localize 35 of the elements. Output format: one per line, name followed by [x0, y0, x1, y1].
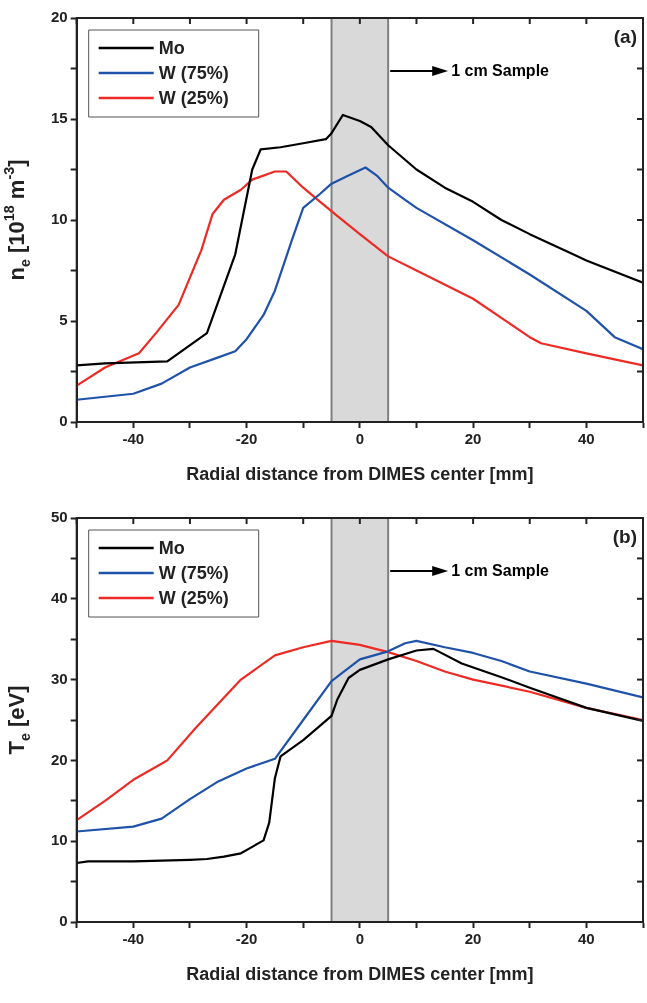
x-tick-label: -20	[235, 930, 258, 948]
y-tick-label: 10	[51, 831, 68, 849]
y-tick-label: 30	[51, 669, 68, 687]
legend-label: Mo	[158, 37, 185, 58]
legend-label: Mo	[158, 537, 185, 558]
y-tick-label: 50	[51, 508, 68, 526]
x-tick-label: -40	[122, 930, 145, 948]
band-label: 1 cm Sample	[451, 62, 550, 80]
y-tick-label: 20	[51, 8, 68, 26]
x-axis-title: Radial distance from DIMES center [mm]	[186, 964, 534, 984]
y-tick-label: 40	[51, 588, 68, 606]
legend-label: W (75%)	[158, 562, 229, 583]
x-tick-label: 20	[464, 430, 482, 448]
x-tick-label: -20	[235, 430, 258, 448]
annotation: (b)	[612, 525, 637, 547]
y-tick-label: 0	[59, 412, 68, 430]
x-tick-label: 20	[464, 930, 482, 948]
x-tick-label: -40	[122, 430, 145, 448]
y-tick-label: 0	[59, 912, 68, 930]
annotation: (a)	[613, 25, 637, 47]
y-tick-label: 15	[51, 109, 68, 127]
band-label: 1 cm Sample	[451, 562, 550, 580]
x-tick-label: 40	[578, 930, 595, 948]
y-axis-title: ne [1018 m-3]	[1, 159, 33, 281]
y-tick-label: 10	[51, 210, 68, 228]
legend-label: W (25%)	[158, 587, 229, 608]
x-tick-label: 0	[355, 930, 365, 948]
x-tick-label: 40	[578, 430, 595, 448]
y-axis-title: Te [eV]	[4, 685, 33, 755]
y-tick-label: 20	[51, 750, 68, 768]
legend-label: W (25%)	[158, 87, 229, 108]
x-tick-label: 0	[355, 430, 365, 448]
x-axis-title: Radial distance from DIMES center [mm]	[186, 464, 534, 484]
y-tick-label: 5	[59, 311, 68, 329]
legend-label: W (75%)	[158, 62, 229, 83]
